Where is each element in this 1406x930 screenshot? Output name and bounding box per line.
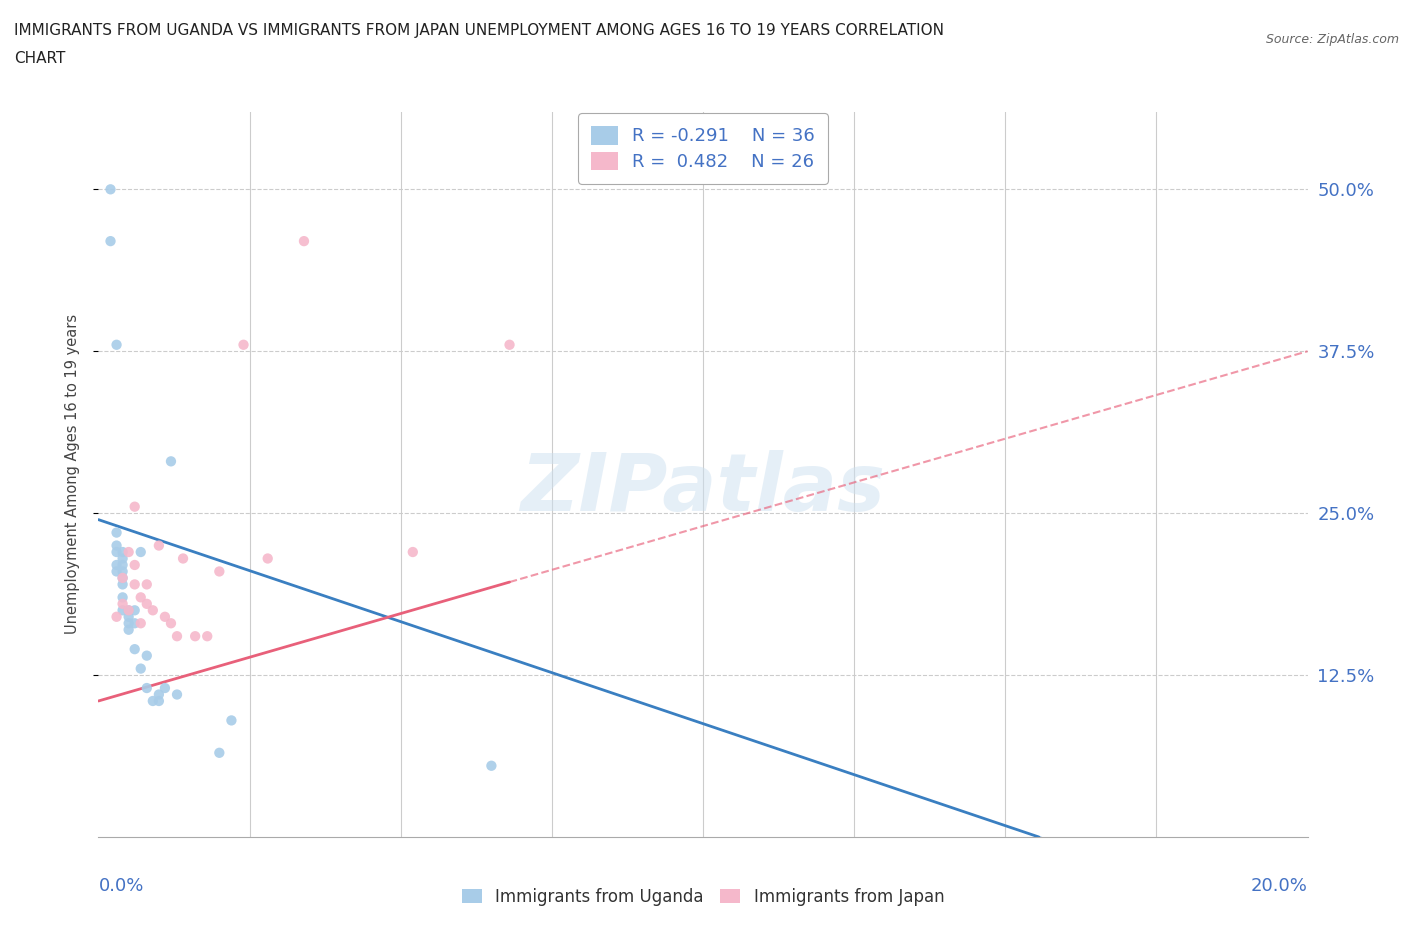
Point bbox=[118, 603, 141, 618]
Point bbox=[142, 694, 165, 709]
Point bbox=[118, 545, 141, 560]
Text: CHART: CHART bbox=[14, 51, 66, 66]
Point bbox=[105, 609, 128, 624]
Point bbox=[208, 564, 231, 578]
Point bbox=[105, 558, 128, 573]
Point bbox=[148, 538, 170, 553]
Point bbox=[153, 681, 176, 696]
Point bbox=[111, 551, 134, 566]
Point bbox=[111, 577, 134, 591]
Point bbox=[208, 745, 231, 760]
Point bbox=[105, 564, 128, 578]
Text: 0.0%: 0.0% bbox=[98, 877, 143, 895]
Point bbox=[498, 338, 520, 352]
Point bbox=[111, 545, 134, 560]
Point bbox=[402, 545, 425, 560]
Point bbox=[111, 558, 134, 573]
Point bbox=[142, 603, 165, 618]
Point bbox=[160, 616, 183, 631]
Point bbox=[148, 687, 170, 702]
Point bbox=[118, 603, 141, 618]
Point bbox=[232, 338, 254, 352]
Text: IMMIGRANTS FROM UGANDA VS IMMIGRANTS FROM JAPAN UNEMPLOYMENT AMONG AGES 16 TO 19: IMMIGRANTS FROM UGANDA VS IMMIGRANTS FRO… bbox=[14, 23, 943, 38]
Point bbox=[118, 616, 141, 631]
Text: Source: ZipAtlas.com: Source: ZipAtlas.com bbox=[1265, 33, 1399, 46]
Text: 20.0%: 20.0% bbox=[1251, 877, 1308, 895]
Point bbox=[111, 570, 134, 585]
Point bbox=[166, 687, 188, 702]
Point bbox=[111, 564, 134, 578]
Point bbox=[129, 661, 152, 676]
Point bbox=[124, 558, 146, 573]
Point bbox=[124, 577, 146, 591]
Point bbox=[124, 616, 146, 631]
Legend: Immigrants from Uganda, Immigrants from Japan: Immigrants from Uganda, Immigrants from … bbox=[456, 881, 950, 912]
Point bbox=[129, 590, 152, 604]
Point bbox=[148, 694, 170, 709]
Point bbox=[105, 545, 128, 560]
Point bbox=[292, 233, 315, 248]
Point bbox=[135, 648, 157, 663]
Point bbox=[118, 622, 141, 637]
Point bbox=[100, 233, 122, 248]
Text: ZIPatlas: ZIPatlas bbox=[520, 450, 886, 528]
Point bbox=[153, 609, 176, 624]
Point bbox=[105, 538, 128, 553]
Point bbox=[111, 596, 134, 611]
Point bbox=[124, 499, 146, 514]
Point bbox=[124, 603, 146, 618]
Y-axis label: Unemployment Among Ages 16 to 19 years: Unemployment Among Ages 16 to 19 years bbox=[65, 314, 80, 634]
Point bbox=[105, 525, 128, 540]
Point bbox=[124, 642, 146, 657]
Point bbox=[111, 590, 134, 604]
Point bbox=[256, 551, 278, 566]
Point bbox=[481, 758, 503, 773]
Point bbox=[172, 551, 194, 566]
Point bbox=[184, 629, 207, 644]
Point bbox=[221, 713, 243, 728]
Point bbox=[129, 545, 152, 560]
Point bbox=[111, 603, 134, 618]
Point bbox=[118, 609, 141, 624]
Point bbox=[111, 570, 134, 585]
Point bbox=[166, 629, 188, 644]
Point bbox=[135, 681, 157, 696]
Point bbox=[135, 596, 157, 611]
Point bbox=[129, 616, 152, 631]
Point bbox=[135, 577, 157, 591]
Point bbox=[105, 338, 128, 352]
Point bbox=[195, 629, 218, 644]
Point bbox=[100, 182, 122, 197]
Point bbox=[160, 454, 183, 469]
Legend: R = -0.291    N = 36, R =  0.482    N = 26: R = -0.291 N = 36, R = 0.482 N = 26 bbox=[578, 113, 828, 183]
